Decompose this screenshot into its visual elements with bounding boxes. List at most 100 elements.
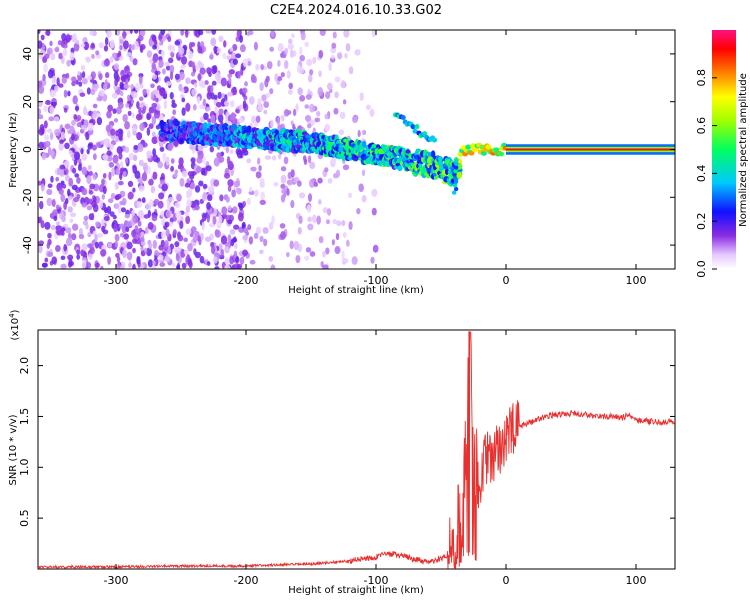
noise-blob [365, 104, 371, 111]
noise-blob [161, 218, 166, 227]
noise-blob [77, 70, 81, 76]
noise-blob [280, 166, 287, 172]
noise-blob [250, 166, 257, 172]
noise-blob [95, 262, 100, 268]
noise-blob [341, 250, 345, 260]
noise-blob [132, 238, 138, 244]
noise-blob [372, 244, 379, 253]
noise-blob [87, 122, 94, 131]
noise-blob [71, 80, 76, 87]
noise-blob [71, 36, 78, 43]
noise-blob [184, 182, 190, 188]
noise-blob [70, 76, 77, 82]
noise-blob [237, 263, 243, 269]
noise-blob [225, 196, 230, 203]
noise-blob [218, 214, 223, 224]
noise-blob [138, 185, 145, 192]
noise-blob [64, 197, 69, 205]
noise-blob [334, 76, 341, 83]
noise-blob [221, 206, 228, 216]
noise-blob [289, 49, 294, 59]
noise-blob [295, 254, 301, 264]
noise-blob [274, 73, 279, 82]
noise-blob [317, 198, 322, 205]
noise-blob [271, 155, 277, 161]
noise-blob [200, 68, 206, 75]
noise-blob [139, 96, 144, 102]
noise-blob [309, 251, 316, 257]
noise-blob [118, 204, 122, 211]
noise-blob [96, 233, 103, 238]
noise-blob [58, 142, 64, 151]
noise-blob [150, 91, 154, 101]
noise-blob [297, 87, 303, 96]
noise-blob [170, 158, 175, 164]
dip-blob [453, 168, 458, 174]
x-tick-label: -100 [364, 574, 389, 587]
noise-blob [286, 188, 290, 196]
noise-blob [154, 249, 159, 257]
noise-blob [40, 220, 45, 229]
noise-blob [98, 89, 105, 97]
noise-blob [206, 261, 211, 266]
noise-blob [229, 149, 234, 155]
noise-blob [135, 82, 141, 92]
noise-blob [126, 241, 133, 250]
noise-blob [232, 58, 238, 66]
noise-blob [338, 129, 345, 136]
spectrogram-y-ticks: -40 -20 0 20 40 [21, 47, 675, 254]
noise-blob [197, 145, 204, 151]
noise-blob [286, 70, 291, 79]
noise-blob [81, 71, 86, 79]
noise-blob [313, 181, 318, 187]
noise-blob [197, 46, 203, 54]
noise-blob [242, 249, 249, 257]
spectrogram-y-label: Frequency (Hz) [8, 112, 19, 188]
noise-blob [106, 110, 112, 119]
noise-blob [270, 264, 276, 269]
noise-blob [205, 106, 211, 112]
noise-blob [158, 59, 164, 68]
noise-blob [48, 116, 55, 122]
noise-blob [92, 103, 98, 109]
noise-blob [132, 58, 138, 66]
noise-blob [58, 83, 64, 88]
noise-blob [55, 245, 61, 253]
noise-blob [260, 64, 264, 71]
noise-blob [49, 40, 53, 47]
noise-blob [38, 216, 42, 224]
noise-blob [199, 255, 205, 264]
noise-blob [241, 87, 248, 94]
noise-blob [298, 192, 306, 199]
noise-blob [103, 58, 111, 67]
noise-blob [305, 94, 312, 100]
noise-blob [161, 230, 166, 240]
noise-blob [192, 235, 198, 243]
noise-blob [93, 109, 97, 119]
noise-blob [108, 161, 115, 168]
noise-blob [134, 170, 141, 179]
x-tick-label: -200 [234, 574, 259, 587]
noise-blob [103, 138, 111, 148]
noise-blob [146, 88, 151, 94]
noise-blob [206, 91, 212, 100]
noise-blob [55, 176, 60, 182]
noise-blob [59, 164, 66, 170]
noise-blob [337, 52, 343, 60]
noise-blob [164, 61, 170, 67]
noise-blob [110, 128, 116, 136]
noise-blob [101, 225, 106, 233]
noise-blob [87, 164, 92, 171]
noise-blob [234, 243, 238, 250]
noise-blob [122, 170, 127, 177]
noise-blob [185, 205, 191, 213]
noise-blob [107, 242, 112, 248]
noise-blob [111, 167, 116, 177]
noise-blob [90, 71, 96, 80]
noise-blob [176, 262, 181, 269]
noise-blob [96, 116, 103, 126]
noise-blob [91, 144, 97, 151]
noise-blob [119, 39, 124, 44]
noise-blob [222, 52, 227, 60]
noise-blob [166, 65, 171, 71]
